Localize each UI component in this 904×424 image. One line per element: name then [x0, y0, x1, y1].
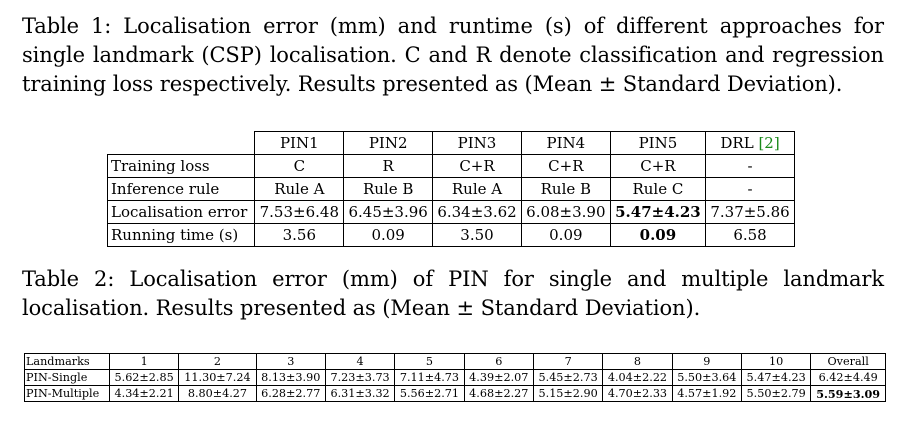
column-header: 7 — [532, 353, 604, 370]
column-header: 5 — [394, 353, 465, 370]
table-cell: 4.39±2.07 — [463, 369, 534, 386]
column-header: 3 — [255, 353, 326, 370]
column-header-overall: Overall — [810, 353, 886, 370]
table1-caption: Table 1: Localisation error (mm) and run… — [22, 14, 884, 96]
column-header-drl: DRL [2] — [705, 131, 795, 155]
table-cell: 6.08±3.90 — [520, 200, 611, 224]
table-cell: Rule A — [254, 177, 345, 201]
table-cell: 7.11±4.73 — [394, 369, 465, 386]
table-cell: C+R — [520, 154, 611, 178]
table-cell: 4.34±2.21 — [108, 385, 180, 402]
row-label: Running time (s) — [106, 223, 256, 247]
table-cell: 7.23±3.73 — [324, 369, 396, 386]
table-cell: C+R — [609, 154, 707, 178]
column-header: 2 — [178, 353, 257, 370]
row-label: Localisation error — [106, 200, 256, 224]
table-cell: - — [705, 154, 795, 178]
table-cell-best: 5.47±4.23 — [609, 200, 707, 224]
table2: Landmarks 1 2 3 4 5 6 7 8 9 10 Overall P… — [24, 353, 886, 402]
table-cell-best: 5.59±3.09 — [810, 385, 886, 402]
table-cell: 0.09 — [520, 223, 611, 247]
table-cell: R — [343, 154, 434, 178]
citation-link[interactable]: [2] — [758, 134, 780, 152]
table-cell: 5.47±4.23 — [740, 369, 812, 386]
table-cell: 5.62±2.85 — [108, 369, 180, 386]
table-cell: 4.70±2.33 — [602, 385, 673, 402]
table-header-row: PIN1 PIN2 PIN3 PIN4 PIN5 DRL [2] — [107, 131, 795, 155]
column-header-pin2: PIN2 — [343, 131, 434, 155]
table-cell: 5.50±3.64 — [671, 369, 742, 386]
table-row: PIN-Single 5.62±2.85 11.30±7.24 8.13±3.9… — [24, 369, 886, 386]
row-label: PIN-Multiple — [24, 385, 110, 402]
table-cell: 3.56 — [254, 223, 345, 247]
row-label: PIN-Single — [24, 369, 110, 386]
table-cell: 11.30±7.24 — [178, 369, 257, 386]
table-cell: 7.53±6.48 — [254, 200, 345, 224]
table-cell: C+R — [432, 154, 522, 178]
table-cell: - — [705, 177, 795, 201]
column-header-pin5: PIN5 — [609, 131, 707, 155]
table-cell: 8.13±3.90 — [255, 369, 326, 386]
column-header-pin1: PIN1 — [254, 131, 345, 155]
column-header-pin4: PIN4 — [520, 131, 611, 155]
row-label: Training loss — [106, 154, 256, 178]
table-cell: 5.15±2.90 — [532, 385, 604, 402]
table1: PIN1 PIN2 PIN3 PIN4 PIN5 DRL [2] Trainin… — [106, 131, 795, 247]
table-cell: 3.50 — [432, 223, 522, 247]
table-cell: 6.45±3.96 — [343, 200, 434, 224]
table-row: PIN-Multiple 4.34±2.21 8.80±4.27 6.28±2.… — [24, 385, 886, 402]
table-cell: 6.28±2.77 — [255, 385, 326, 402]
table-cell: 6.58 — [705, 223, 795, 247]
table-cell: 6.42±4.49 — [810, 369, 886, 386]
table-header-row: Landmarks 1 2 3 4 5 6 7 8 9 10 Overall — [24, 353, 886, 370]
drl-label: DRL — [720, 134, 759, 152]
table2-caption: Table 2: Localisation error (mm) of PIN … — [22, 267, 884, 320]
table-row: Training loss C R C+R C+R C+R - — [106, 154, 795, 178]
table-cell: 5.56±2.71 — [394, 385, 465, 402]
table-cell: 6.34±3.62 — [432, 200, 522, 224]
table-cell: Rule B — [520, 177, 611, 201]
table-row: Running time (s) 3.56 0.09 3.50 0.09 0.0… — [106, 223, 795, 247]
table-cell: 6.31±3.32 — [324, 385, 396, 402]
landmarks-header: Landmarks — [24, 353, 110, 370]
table-cell: 5.50±2.79 — [740, 385, 812, 402]
column-header: 4 — [324, 353, 396, 370]
table-cell: Rule C — [609, 177, 707, 201]
table-row: Inference rule Rule A Rule B Rule A Rule… — [106, 177, 795, 201]
table-cell: 5.45±2.73 — [532, 369, 604, 386]
table-cell: 4.57±1.92 — [671, 385, 742, 402]
column-header: 9 — [671, 353, 742, 370]
table-cell: 4.04±2.22 — [602, 369, 673, 386]
table-cell: Rule A — [432, 177, 522, 201]
table-cell: 8.80±4.27 — [178, 385, 257, 402]
table-cell: 4.68±2.27 — [463, 385, 534, 402]
column-header: 1 — [108, 353, 180, 370]
table-cell: Rule B — [343, 177, 434, 201]
column-header: 8 — [602, 353, 673, 370]
table-corner-cell — [107, 131, 256, 155]
table-row: Localisation error 7.53±6.48 6.45±3.96 6… — [106, 200, 795, 224]
row-label: Inference rule — [106, 177, 256, 201]
column-header: 10 — [740, 353, 812, 370]
table-cell: C — [254, 154, 345, 178]
table-cell: 7.37±5.86 — [705, 200, 795, 224]
table-cell: 0.09 — [343, 223, 434, 247]
column-header: 6 — [463, 353, 534, 370]
table-cell-best: 0.09 — [609, 223, 707, 247]
column-header-pin3: PIN3 — [432, 131, 522, 155]
